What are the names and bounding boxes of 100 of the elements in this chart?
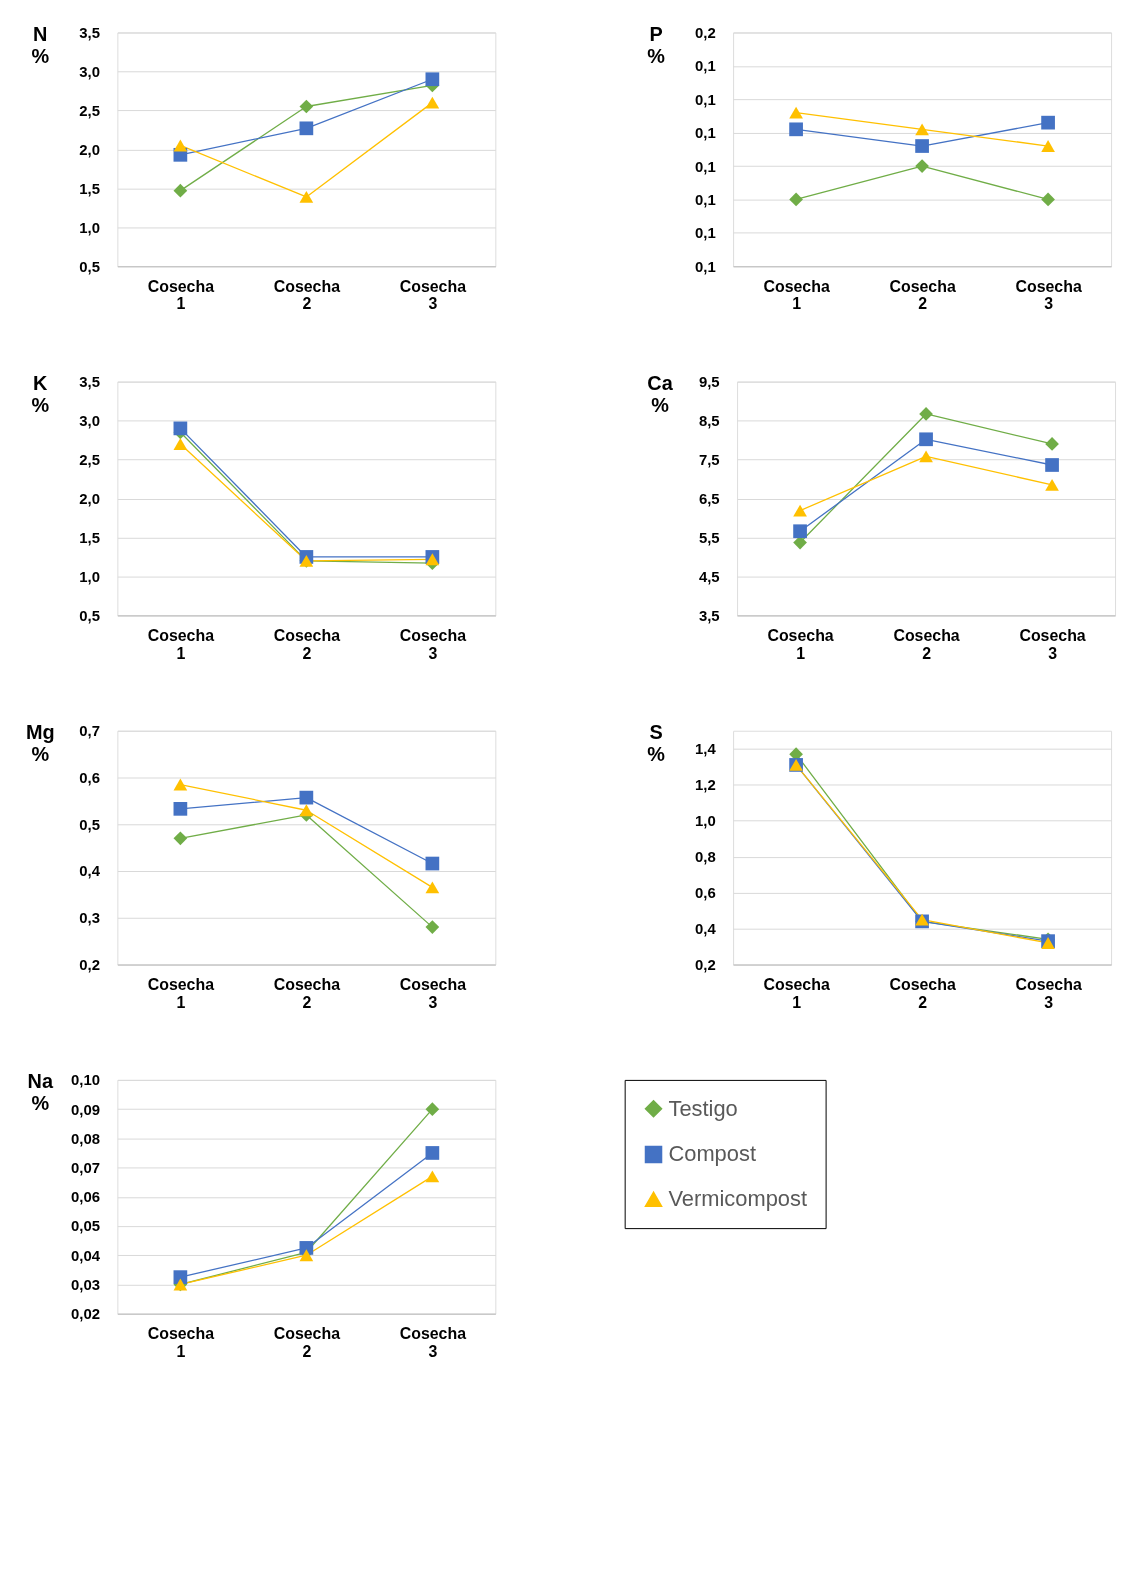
y-tick-label: 0,05	[70, 1217, 100, 1235]
x-tick-label: Cosecha 1	[763, 277, 830, 313]
y-tick-label: 0,1	[694, 224, 716, 242]
x-tick-label: Cosecha 2	[273, 277, 341, 313]
x-tick-label: Cosecha 3	[1015, 277, 1082, 313]
y-tick-label: 5,5	[698, 528, 720, 546]
point	[789, 192, 803, 207]
x-tick-label: Cosecha 2	[889, 975, 956, 1011]
y-tick-label: 6,5	[698, 489, 720, 507]
y-axis-title: Ca %	[647, 372, 674, 416]
y-tick-label: 0,08	[70, 1129, 100, 1147]
x-tick-label: Cosecha 3	[399, 626, 467, 662]
point	[173, 139, 188, 152]
y-tick-label: 3,5	[79, 373, 100, 391]
point	[789, 122, 803, 137]
y-tick-label: 1,0	[694, 812, 716, 830]
x-tick-label: Cosecha 2	[273, 975, 341, 1011]
y-tick-label: 2,5	[79, 451, 100, 469]
y-tick-label: 3,0	[79, 62, 100, 80]
y-tick-label: 0,06	[70, 1188, 100, 1206]
point	[425, 96, 440, 109]
y-tick-label: 0,1	[694, 257, 716, 275]
point	[1041, 140, 1055, 152]
y-tick-label: 4,5	[698, 567, 720, 585]
y-tick-label: 2,5	[79, 101, 100, 119]
point	[299, 121, 314, 136]
y-axis-title: Na %	[27, 1070, 54, 1115]
point	[919, 432, 933, 447]
y-tick-label: 3,5	[79, 23, 100, 41]
x-tick-label: Cosecha 1	[147, 626, 215, 662]
y-tick-label: 0,03	[70, 1275, 100, 1293]
y-tick-label: 0,1	[694, 124, 716, 142]
y-tick-label: 2,0	[79, 489, 100, 507]
y-tick-label: 0,10	[70, 1071, 100, 1089]
point	[425, 1170, 440, 1183]
point	[425, 1102, 440, 1116]
point	[173, 831, 188, 846]
point	[173, 183, 188, 198]
point	[425, 1146, 440, 1160]
point	[1045, 458, 1059, 472]
y-tick-label: 1,4	[694, 740, 717, 758]
y-tick-label: 1,5	[79, 528, 100, 546]
legend-label: Testigo	[668, 1095, 738, 1121]
point	[299, 1249, 314, 1262]
y-tick-label: 7,5	[698, 451, 720, 469]
y-tick-label: 0,3	[79, 909, 100, 927]
y-tick-label: 0,1	[694, 90, 716, 108]
point	[425, 920, 440, 934]
y-tick-label: 3,0	[79, 412, 100, 430]
y-tick-label: 0,2	[694, 23, 716, 41]
y-tick-label: 0,5	[79, 257, 100, 275]
y-tick-label: 0,2	[79, 955, 100, 973]
y-tick-label: 8,5	[698, 412, 720, 430]
point	[1041, 115, 1055, 130]
y-tick-label: 0,7	[79, 722, 100, 740]
x-tick-label: Cosecha 3	[399, 1325, 467, 1360]
y-tick-label: 0,4	[694, 920, 717, 938]
y-tick-label: 0,2	[694, 955, 716, 973]
y-axis-title: P %	[647, 22, 666, 67]
y-tick-label: 0,6	[79, 768, 100, 786]
point	[915, 123, 929, 136]
point	[793, 504, 807, 517]
y-tick-label: 1,0	[79, 218, 100, 236]
y-tick-label: 1,0	[79, 567, 100, 585]
x-tick-label: Cosecha 2	[893, 626, 960, 662]
x-tick-label: Cosecha 3	[1015, 975, 1082, 1011]
y-tick-label: 0,02	[70, 1305, 100, 1323]
y-tick-label: 2,0	[79, 140, 100, 158]
point	[425, 881, 440, 894]
y-tick-label: 0,1	[694, 57, 716, 75]
y-tick-label: 0,6	[694, 884, 716, 902]
x-tick-label: Cosecha 1	[763, 975, 830, 1011]
y-tick-label: 1,2	[694, 776, 716, 794]
point	[915, 139, 929, 153]
point	[299, 790, 314, 805]
y-axis-title: N %	[31, 22, 50, 67]
y-tick-label: 0,09	[70, 1100, 100, 1118]
point	[299, 804, 314, 817]
point	[1045, 478, 1059, 491]
y-tick-label: 0,5	[79, 815, 100, 833]
legend-label: Vermicompost	[668, 1186, 808, 1212]
point	[789, 106, 803, 119]
x-tick-label: Cosecha 1	[767, 626, 834, 662]
x-tick-label: Cosecha 2	[889, 277, 956, 313]
x-tick-label: Cosecha 3	[399, 975, 467, 1011]
y-axis-title: Mg %	[25, 721, 55, 766]
x-tick-label: Cosecha 1	[147, 1325, 215, 1360]
x-tick-label: Cosecha 1	[147, 975, 215, 1011]
x-tick-label: Cosecha 2	[273, 626, 341, 662]
y-tick-label: 9,5	[698, 373, 720, 391]
y-tick-label: 0,1	[694, 190, 716, 208]
point	[299, 99, 314, 114]
y-tick-label: 0,1	[694, 157, 716, 175]
point	[173, 778, 188, 791]
point	[919, 450, 933, 463]
y-tick-label: 3,5	[698, 606, 720, 624]
legend-label: Compost	[668, 1141, 756, 1167]
point	[1041, 192, 1055, 207]
x-tick-label: Cosecha 3	[1019, 626, 1086, 662]
y-axis-title: S %	[647, 721, 666, 766]
